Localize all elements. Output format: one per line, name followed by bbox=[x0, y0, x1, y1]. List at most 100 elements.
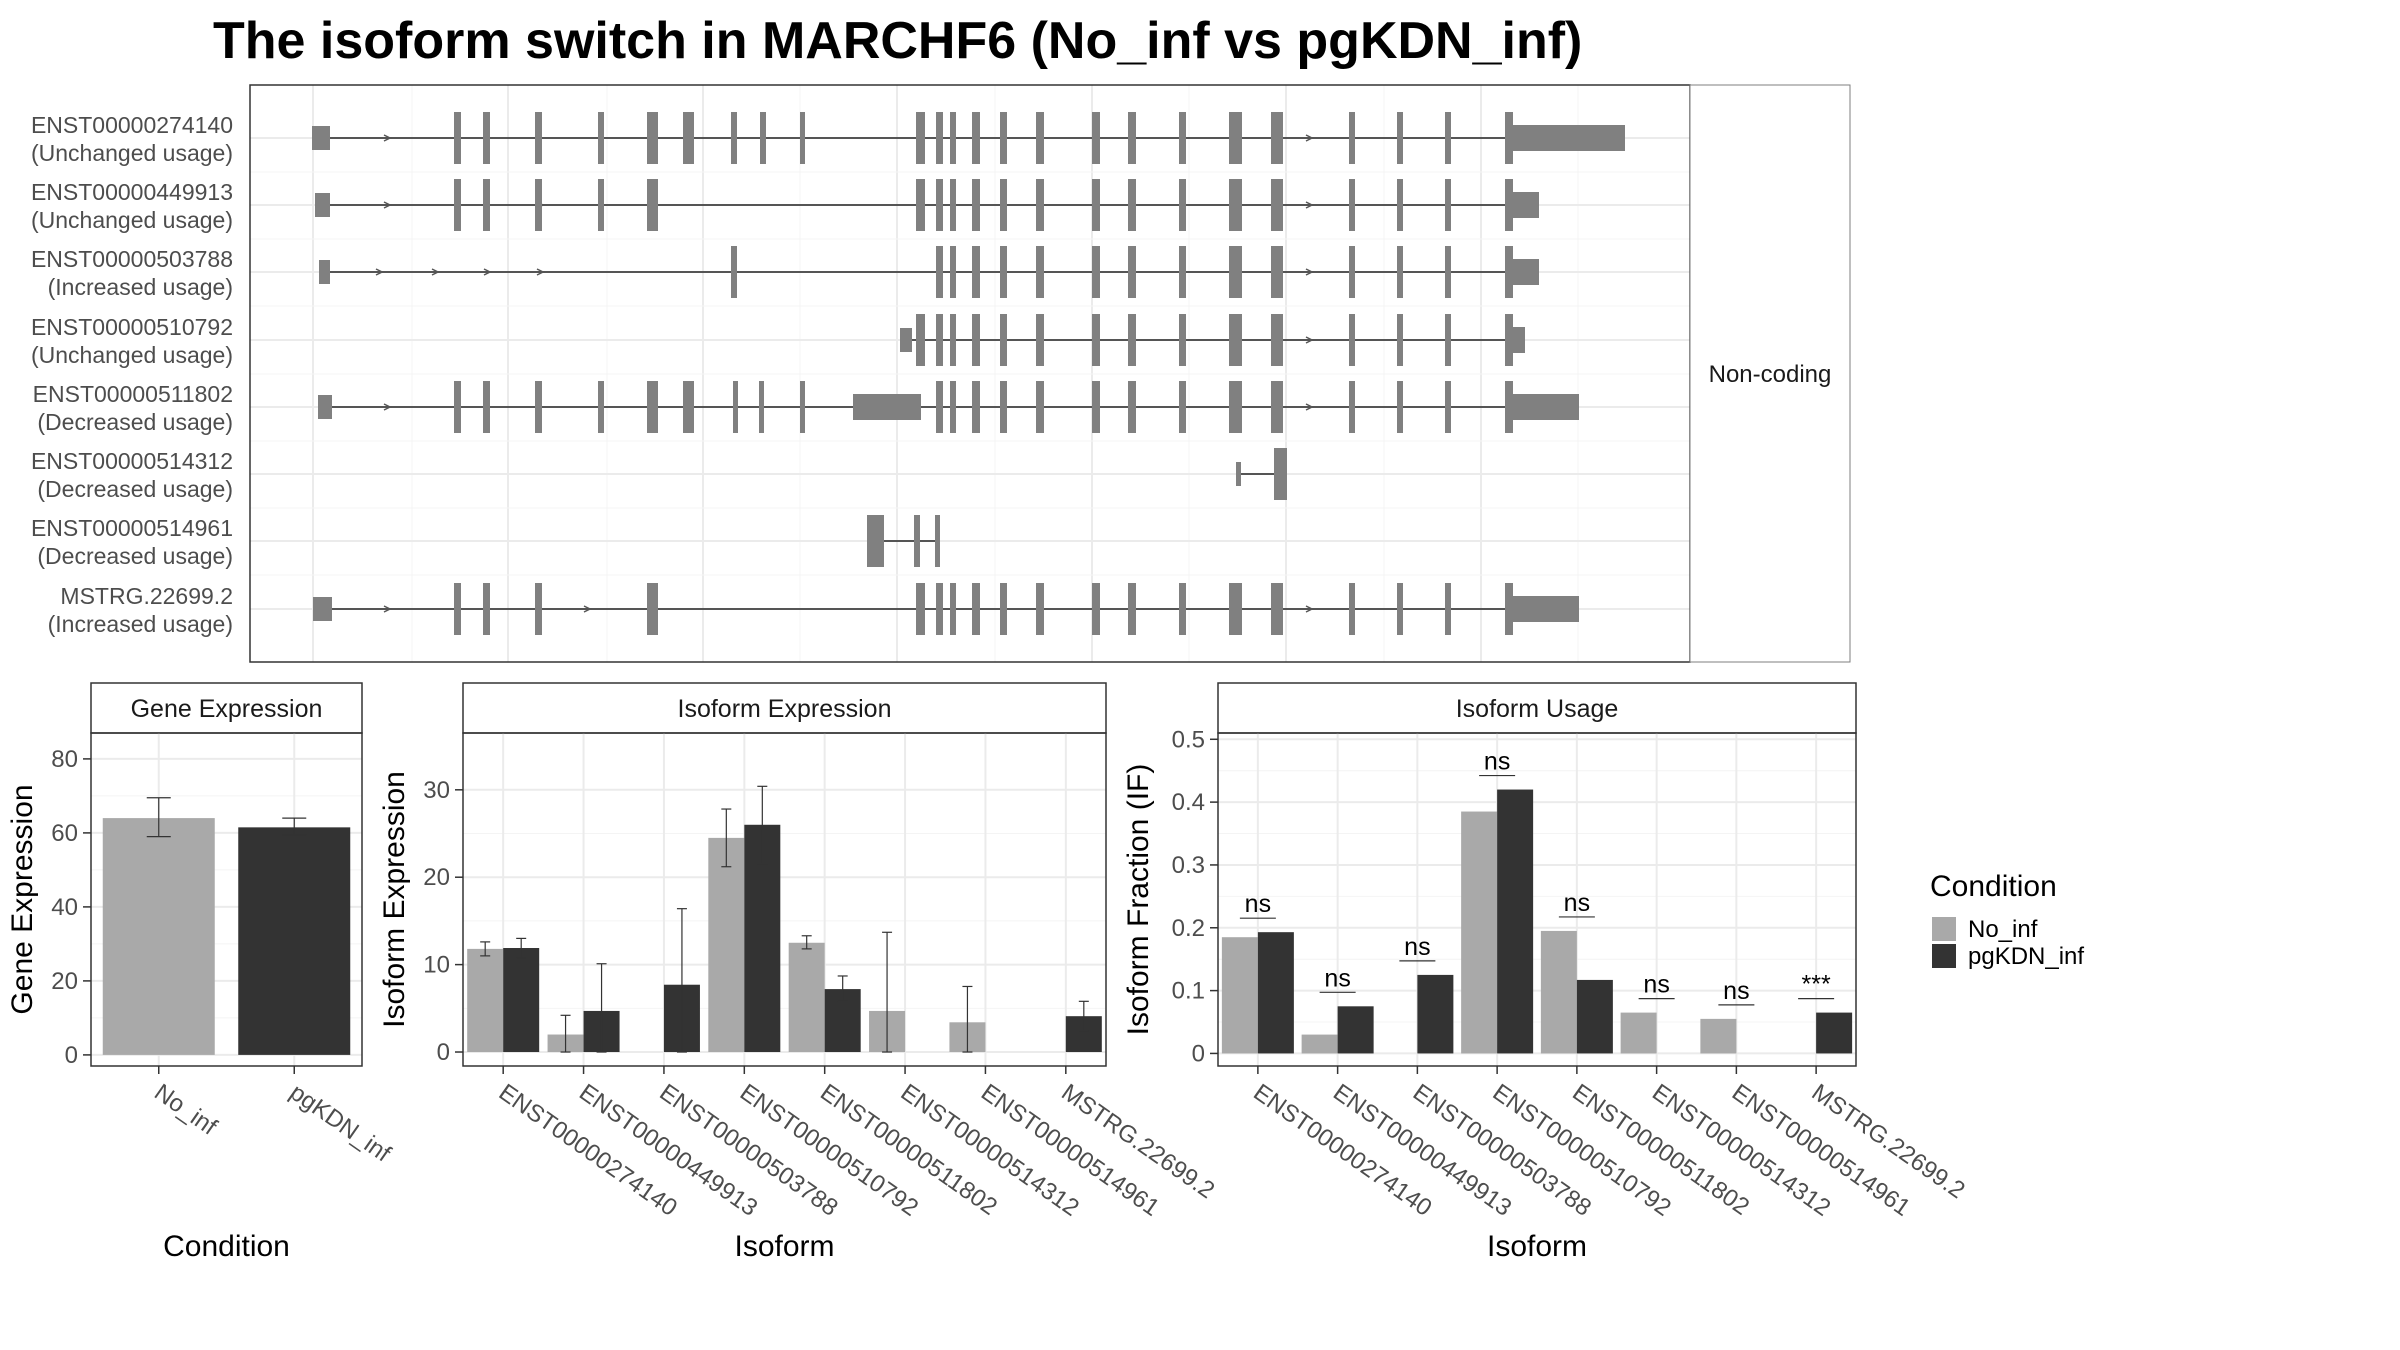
exon-block bbox=[914, 515, 920, 567]
strand-arrow bbox=[431, 268, 440, 276]
panel-strip bbox=[1217, 682, 1857, 734]
exon-block bbox=[647, 112, 658, 164]
exon-block bbox=[647, 381, 658, 433]
strand-arrow bbox=[383, 403, 392, 411]
y-tick-label: 20 bbox=[423, 864, 450, 891]
isoform-row-label: ENST00000514312 (Decreased usage) bbox=[31, 448, 233, 502]
significance-label: ns bbox=[1484, 748, 1510, 776]
strand-arrow bbox=[383, 134, 392, 142]
exon-block bbox=[950, 246, 956, 298]
exon-block bbox=[1505, 381, 1513, 433]
exon-block bbox=[1397, 179, 1403, 231]
exon-block bbox=[950, 583, 956, 635]
exon-block bbox=[1092, 381, 1100, 433]
exon-block bbox=[950, 112, 956, 164]
exon-block bbox=[1000, 583, 1007, 635]
panel-title: Isoform Expression bbox=[678, 695, 892, 723]
significance-label: ns bbox=[1245, 890, 1271, 918]
legend-title: Condition bbox=[1930, 870, 2057, 903]
utr-block bbox=[312, 126, 330, 150]
exon-block bbox=[683, 112, 694, 164]
isoform-expression-panel: Isoform Expression0102030ENST00000274140… bbox=[378, 682, 1219, 1263]
exon-block bbox=[936, 246, 943, 298]
exon-block bbox=[1092, 314, 1100, 366]
exon-block bbox=[1505, 179, 1513, 231]
strand-arrow bbox=[1305, 134, 1314, 142]
y-tick-label: 20 bbox=[51, 968, 78, 995]
isoform-usage: (Unchanged usage) bbox=[31, 342, 233, 368]
legend-swatch bbox=[1932, 944, 1956, 968]
gene-expression-panel: Gene Expression 0 20 40 60 80 No_inf pgKDN_inf C… bbox=[6, 682, 396, 1263]
strand-arrow bbox=[1305, 336, 1314, 344]
exon-block bbox=[972, 583, 980, 635]
exon-block bbox=[454, 112, 461, 164]
exon-block bbox=[1505, 112, 1513, 164]
exon-block bbox=[800, 112, 805, 164]
exon-block bbox=[916, 179, 925, 231]
exon-block bbox=[1505, 246, 1513, 298]
y-tick-label: 60 bbox=[51, 820, 78, 847]
exon-block bbox=[1397, 112, 1403, 164]
x-axis-title: Isoform bbox=[1487, 1230, 1587, 1263]
bar bbox=[102, 818, 215, 1055]
y-axis-title: Isoform Fraction (IF) bbox=[1122, 764, 1155, 1036]
bar bbox=[1337, 1006, 1374, 1054]
exon-block bbox=[731, 112, 737, 164]
isoform-usage: (Decreased usage) bbox=[37, 543, 233, 569]
exon-block bbox=[972, 179, 980, 231]
facet-strip-label: Non-coding bbox=[1709, 361, 1832, 388]
exon-block bbox=[1445, 583, 1451, 635]
isoform-usage: (Decreased usage) bbox=[37, 409, 233, 435]
exon-block bbox=[1349, 381, 1355, 433]
utr-block bbox=[318, 395, 332, 419]
exon-block bbox=[936, 583, 943, 635]
isoform-row-label: ENST00000449913 (Unchanged usage) bbox=[31, 179, 233, 233]
panel-title: Isoform Usage bbox=[1456, 695, 1619, 723]
x-axis-title: Condition bbox=[163, 1230, 290, 1263]
exon-block bbox=[1092, 583, 1100, 635]
exon-block bbox=[1000, 381, 1007, 433]
x-axis-title: Isoform bbox=[734, 1230, 834, 1263]
exon-block bbox=[1271, 314, 1283, 366]
exon-block bbox=[1397, 583, 1403, 635]
isoform-usage: (Unchanged usage) bbox=[31, 140, 233, 166]
isoform-id: ENST00000449913 bbox=[31, 179, 233, 205]
significance-label: ns bbox=[1723, 977, 1749, 1005]
exon-block bbox=[1271, 112, 1283, 164]
isoform-row-label: ENST00000510792 (Unchanged usage) bbox=[31, 314, 233, 368]
bar bbox=[1497, 789, 1534, 1054]
strand-arrow bbox=[375, 268, 384, 276]
exon-block bbox=[454, 179, 461, 231]
exon-block bbox=[972, 246, 980, 298]
exon-block bbox=[916, 314, 925, 366]
utr-block bbox=[1513, 125, 1625, 151]
y-tick-label: 0 bbox=[65, 1042, 78, 1069]
exon-block bbox=[483, 112, 490, 164]
exon-block bbox=[1271, 583, 1283, 635]
y-tick-label: 0.3 bbox=[1172, 852, 1205, 879]
strand-arrow bbox=[483, 268, 492, 276]
exon-block bbox=[950, 179, 956, 231]
bar bbox=[467, 948, 504, 1053]
bar bbox=[1540, 930, 1577, 1054]
exon-block bbox=[483, 381, 490, 433]
exon-block bbox=[950, 381, 956, 433]
exon-block bbox=[1128, 112, 1136, 164]
exon-block bbox=[1505, 583, 1513, 635]
exon-block bbox=[1229, 112, 1242, 164]
x-tick-label: No_inf bbox=[149, 1079, 222, 1141]
exon-block bbox=[454, 583, 461, 635]
strand-arrow bbox=[1305, 403, 1314, 411]
panel-strip bbox=[90, 682, 363, 734]
exon-block bbox=[1229, 179, 1242, 231]
exon-block bbox=[1092, 179, 1100, 231]
exon-block bbox=[1397, 314, 1403, 366]
exon-block bbox=[972, 381, 980, 433]
x-tick-label: pgKDN_inf bbox=[285, 1079, 396, 1168]
y-tick-label: 0 bbox=[1192, 1040, 1205, 1067]
bar bbox=[788, 942, 825, 1053]
isoform-row-label: ENST00000274140 (Unchanged usage) bbox=[31, 112, 233, 166]
exon-block bbox=[1179, 381, 1186, 433]
utr-block bbox=[900, 328, 912, 352]
exon-block bbox=[647, 583, 658, 635]
